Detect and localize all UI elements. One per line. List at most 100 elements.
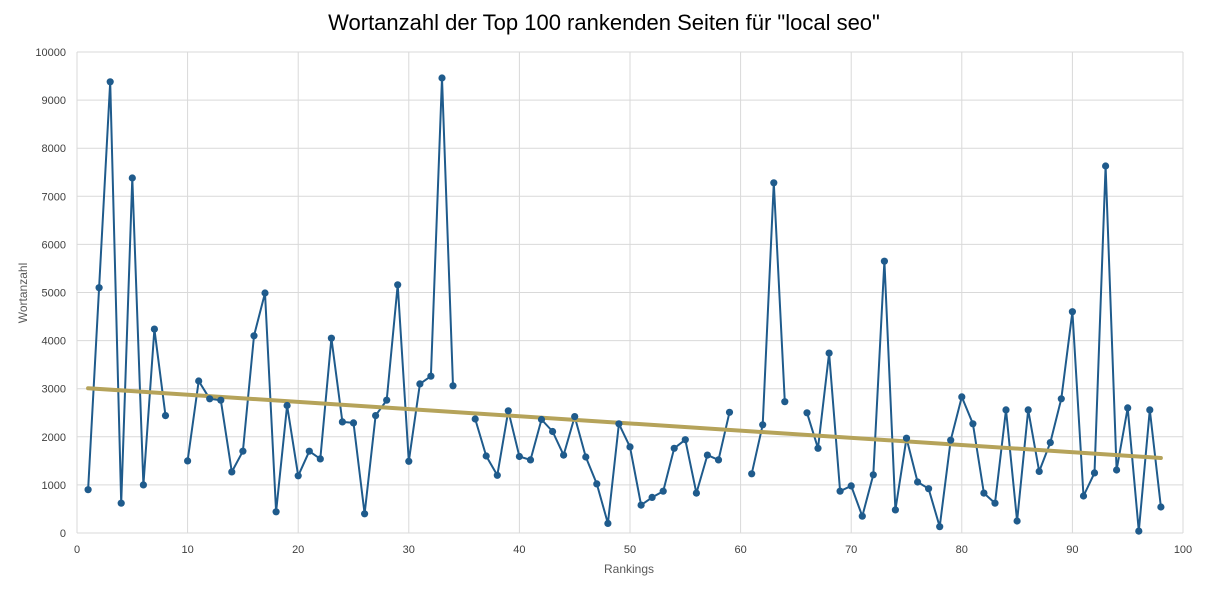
data-point: [703, 451, 712, 459]
data-point: [515, 452, 524, 461]
data-point: [1135, 527, 1143, 535]
data-point: [1013, 517, 1021, 525]
x-tick-label: 70: [845, 544, 857, 556]
data-point: [449, 382, 457, 390]
x-tick-label: 40: [513, 544, 525, 556]
x-tick-label: 20: [292, 544, 304, 556]
data-point: [991, 499, 999, 507]
data-point: [582, 453, 590, 461]
data-point: [770, 179, 778, 187]
data-point: [239, 447, 247, 455]
data-point: [1002, 406, 1010, 414]
data-point: [361, 510, 369, 518]
data-point: [338, 418, 346, 426]
y-tick-label: 8000: [42, 143, 66, 155]
data-point: [471, 415, 479, 423]
data-point: [692, 489, 701, 497]
data-point: [803, 409, 811, 417]
y-tick-label: 7000: [42, 191, 66, 203]
x-axis-ticks: 0 10 20 30 40 50 60 70 80 90 100: [74, 544, 1192, 556]
data-point: [759, 421, 767, 429]
data-point: [261, 289, 269, 297]
data-point: [106, 78, 114, 86]
data-point: [902, 434, 911, 442]
data-point: [615, 420, 623, 428]
data-point: [316, 455, 324, 463]
data-point: [626, 443, 634, 451]
y-axis-label: Wortanzahl: [16, 263, 30, 323]
data-point: [427, 372, 435, 380]
series-line-segment: [474, 409, 731, 525]
x-tick-label: 30: [403, 544, 415, 556]
data-point: [504, 407, 512, 415]
data-point: [405, 457, 413, 465]
data-point: [349, 419, 358, 427]
data-point: [670, 444, 678, 452]
data-point: [139, 481, 147, 489]
data-point: [438, 74, 446, 82]
data-point: [372, 412, 380, 420]
data-point: [560, 451, 568, 459]
y-tick-label: 6000: [42, 239, 66, 251]
chart-title: Wortanzahl der Top 100 rankenden Seiten …: [328, 10, 880, 35]
data-point: [1102, 162, 1110, 170]
data-point: [150, 325, 158, 333]
data-point: [493, 471, 501, 479]
trendline: [86, 386, 1163, 460]
y-tick-label: 1000: [42, 480, 66, 492]
data-point: [1113, 466, 1121, 474]
data-point: [637, 501, 645, 509]
series-line-segment: [87, 80, 167, 505]
data-point: [161, 412, 170, 420]
data-point: [748, 470, 756, 478]
data-point: [825, 349, 833, 357]
data-point: [1035, 467, 1043, 475]
data-point: [272, 508, 280, 516]
data-point: [659, 487, 667, 495]
data-point: [1046, 439, 1054, 447]
data-point: [593, 480, 601, 488]
y-tick-label: 10000: [35, 47, 66, 59]
x-tick-label: 10: [181, 544, 193, 556]
data-point: [294, 472, 302, 480]
y-axis-ticks: 0 1000 2000 3000 4000 5000 6000 7000 8000 9000 100…: [35, 47, 66, 540]
data-point: [383, 396, 391, 404]
series-line-segment: [750, 181, 786, 475]
data-point: [714, 456, 723, 464]
data-point: [84, 486, 92, 494]
data-point: [184, 457, 192, 465]
y-tick-label: 3000: [42, 384, 66, 396]
data-point: [958, 393, 966, 401]
data-point: [250, 332, 258, 340]
data-point: [305, 447, 313, 455]
data-point: [217, 396, 225, 404]
data-point: [228, 468, 236, 476]
y-tick-label: 0: [60, 528, 66, 540]
data-point: [648, 493, 656, 501]
data-point: [980, 489, 988, 497]
data-point: [206, 395, 214, 403]
data-point: [604, 519, 612, 528]
data-point: [858, 512, 866, 520]
data-point: [1057, 395, 1065, 403]
data-point: [781, 398, 789, 406]
data-point: [880, 257, 889, 265]
data-point: [1068, 308, 1076, 316]
data-point: [1124, 404, 1132, 412]
x-tick-label: 100: [1174, 544, 1192, 556]
x-tick-label: 90: [1066, 544, 1078, 556]
data-point: [394, 281, 402, 289]
data-point: [571, 413, 579, 421]
data-point: [537, 415, 546, 424]
data-point: [1024, 406, 1032, 414]
data-point: [925, 485, 933, 493]
x-tick-label: 0: [74, 544, 80, 556]
data-point: [1079, 492, 1088, 500]
data-point: [95, 284, 103, 292]
data-point: [549, 427, 557, 436]
data-point: [327, 334, 335, 342]
data-point: [117, 499, 125, 507]
data-point: [1146, 406, 1154, 414]
